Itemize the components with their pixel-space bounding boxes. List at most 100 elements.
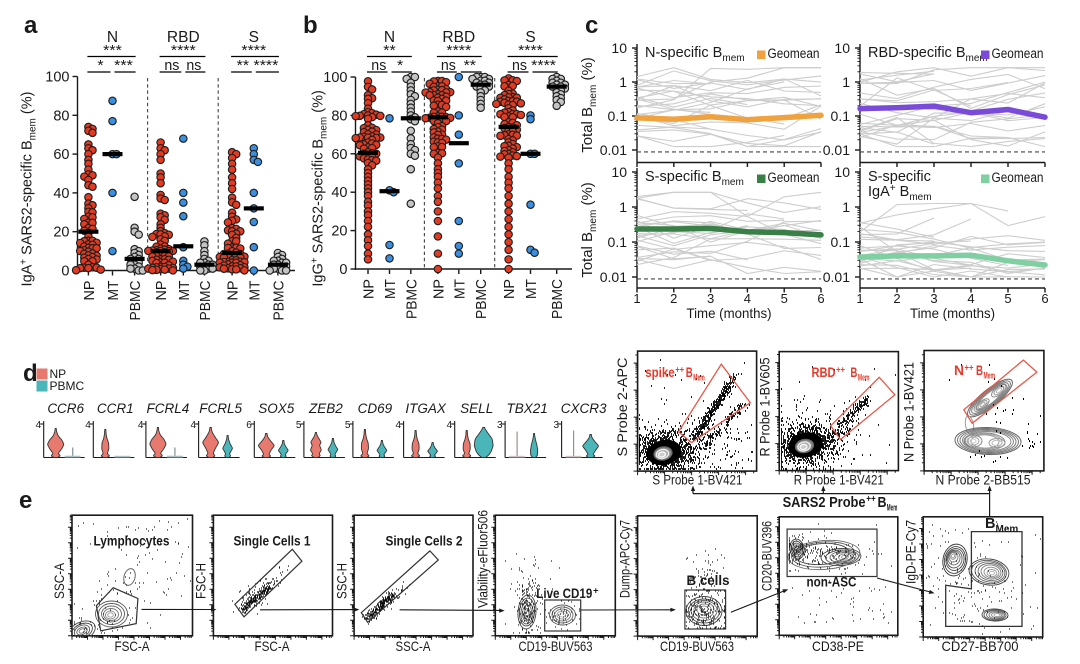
svg-text:+: + xyxy=(593,586,599,597)
svg-text:ns: ns xyxy=(371,57,386,74)
svg-text:B: B xyxy=(850,365,857,380)
svg-text:++: ++ xyxy=(836,365,845,376)
svg-text:40: 40 xyxy=(331,185,347,201)
svg-text:N: N xyxy=(107,29,118,46)
svg-text:++: ++ xyxy=(675,365,684,376)
svg-text:CD27-BB700: CD27-BB700 xyxy=(942,638,1019,654)
svg-text:B: B xyxy=(976,363,983,378)
svg-text:Mem: Mem xyxy=(858,373,870,383)
svg-text:ZEB2: ZEB2 xyxy=(308,401,343,416)
svg-text:IgA+ SARS2-specific Bmem (%): IgA+ SARS2-specific Bmem (%) xyxy=(19,92,39,287)
svg-text:S-specific: S-specific xyxy=(868,169,931,185)
svg-text:SSC-A: SSC-A xyxy=(396,638,432,654)
svg-text:spike: spike xyxy=(645,365,675,380)
svg-text:RBD: RBD xyxy=(167,29,200,46)
svg-text:S: S xyxy=(525,29,535,46)
svg-text:CCR1: CCR1 xyxy=(97,401,134,416)
svg-text:3: 3 xyxy=(497,420,503,431)
svg-text:0: 0 xyxy=(61,264,69,280)
svg-text:b: b xyxy=(303,12,318,39)
svg-text:**: ** xyxy=(383,42,396,59)
svg-text:NP: NP xyxy=(226,281,242,301)
svg-text:MT: MT xyxy=(247,280,263,300)
svg-text:60: 60 xyxy=(331,147,347,163)
svg-text:20: 20 xyxy=(331,224,347,240)
svg-text:20: 20 xyxy=(53,225,69,241)
svg-text:Time (months): Time (months) xyxy=(687,305,772,321)
svg-text:Geomean: Geomean xyxy=(992,46,1044,61)
svg-text:MT: MT xyxy=(383,279,399,299)
svg-text:5: 5 xyxy=(1004,291,1011,306)
svg-text:SOX5: SOX5 xyxy=(258,401,295,416)
svg-text:PBMC: PBMC xyxy=(550,279,566,319)
svg-text:N Probe 1-BV421: N Probe 1-BV421 xyxy=(901,362,917,462)
svg-text:1: 1 xyxy=(633,291,640,306)
svg-text:Mem: Mem xyxy=(887,503,898,514)
svg-text:Geomean: Geomean xyxy=(992,170,1044,185)
svg-text:S Probe 1-BV421: S Probe 1-BV421 xyxy=(652,472,742,488)
svg-text:FCRL4: FCRL4 xyxy=(147,401,190,416)
svg-text:NP: NP xyxy=(82,281,98,301)
svg-text:0: 0 xyxy=(339,262,347,278)
svg-text:****: **** xyxy=(518,42,543,59)
svg-text:Geomean: Geomean xyxy=(768,170,820,185)
svg-text:CD38-PE: CD38-PE xyxy=(812,638,864,654)
svg-text:Mem: Mem xyxy=(693,373,705,383)
svg-text:3: 3 xyxy=(930,291,937,306)
svg-text:4: 4 xyxy=(967,291,974,306)
svg-text:c: c xyxy=(585,12,598,39)
svg-text:RBD: RBD xyxy=(812,365,836,380)
svg-text:*: * xyxy=(397,57,403,74)
svg-text:10: 10 xyxy=(834,164,850,180)
svg-text:FSC-A: FSC-A xyxy=(115,638,151,654)
svg-text:Viability-eFluor506: Viability-eFluor506 xyxy=(475,510,491,608)
svg-text:CD20-BUV396: CD20-BUV396 xyxy=(759,521,775,591)
svg-text:*: * xyxy=(97,57,103,74)
svg-text:4: 4 xyxy=(138,420,144,431)
svg-text:Mem: Mem xyxy=(984,371,996,381)
svg-text:ns: ns xyxy=(441,57,456,74)
svg-text:Single Cells 1: Single Cells 1 xyxy=(234,533,311,549)
svg-text:IgG+ SARS2-specific Bmem (%): IgG+ SARS2-specific Bmem (%) xyxy=(310,90,330,287)
svg-text:NP: NP xyxy=(502,279,518,299)
svg-text:e: e xyxy=(19,487,32,514)
svg-text:FSC-H: FSC-H xyxy=(193,563,209,599)
svg-text:4: 4 xyxy=(85,420,91,431)
svg-text:S Probe 2-APC: S Probe 2-APC xyxy=(614,358,630,457)
svg-text:Live CD19: Live CD19 xyxy=(536,585,592,601)
svg-text:Lymphocytes: Lymphocytes xyxy=(94,533,170,549)
svg-text:++: ++ xyxy=(866,494,876,505)
svg-text:5: 5 xyxy=(781,291,788,306)
svg-text:Single Cells 2: Single Cells 2 xyxy=(386,533,463,549)
svg-text:10: 10 xyxy=(834,40,850,56)
svg-text:40: 40 xyxy=(53,186,69,202)
svg-text:6: 6 xyxy=(817,291,824,306)
svg-text:ITGAX: ITGAX xyxy=(405,401,447,416)
svg-text:ns: ns xyxy=(186,57,201,74)
svg-text:CXCR3: CXCR3 xyxy=(561,401,607,416)
svg-text:0.01: 0.01 xyxy=(600,142,627,158)
svg-text:4: 4 xyxy=(744,291,751,306)
svg-text:1: 1 xyxy=(856,291,863,306)
svg-text:2: 2 xyxy=(670,291,677,306)
svg-text:0.1: 0.1 xyxy=(608,234,628,250)
svg-text:****: **** xyxy=(171,42,196,59)
svg-text:1: 1 xyxy=(619,199,627,215)
svg-text:2: 2 xyxy=(893,291,900,306)
svg-text:SELL: SELL xyxy=(460,401,493,416)
svg-text:FSC-A: FSC-A xyxy=(255,638,291,654)
svg-text:PBMC: PBMC xyxy=(474,279,490,319)
svg-text:0.1: 0.1 xyxy=(831,108,851,124)
svg-text:TBX21: TBX21 xyxy=(506,401,547,416)
svg-text:3: 3 xyxy=(554,420,560,431)
svg-text:B cells: B cells xyxy=(687,572,730,588)
svg-text:CD69: CD69 xyxy=(358,401,393,416)
svg-text:MT: MT xyxy=(524,279,540,299)
svg-text:B: B xyxy=(878,495,887,511)
svg-text:4: 4 xyxy=(396,420,402,431)
svg-text:0.01: 0.01 xyxy=(823,142,850,158)
svg-text:non-ASC: non-ASC xyxy=(807,574,857,590)
svg-text:NP: NP xyxy=(154,281,170,301)
svg-text:4: 4 xyxy=(447,420,453,431)
svg-text:6: 6 xyxy=(246,420,252,431)
